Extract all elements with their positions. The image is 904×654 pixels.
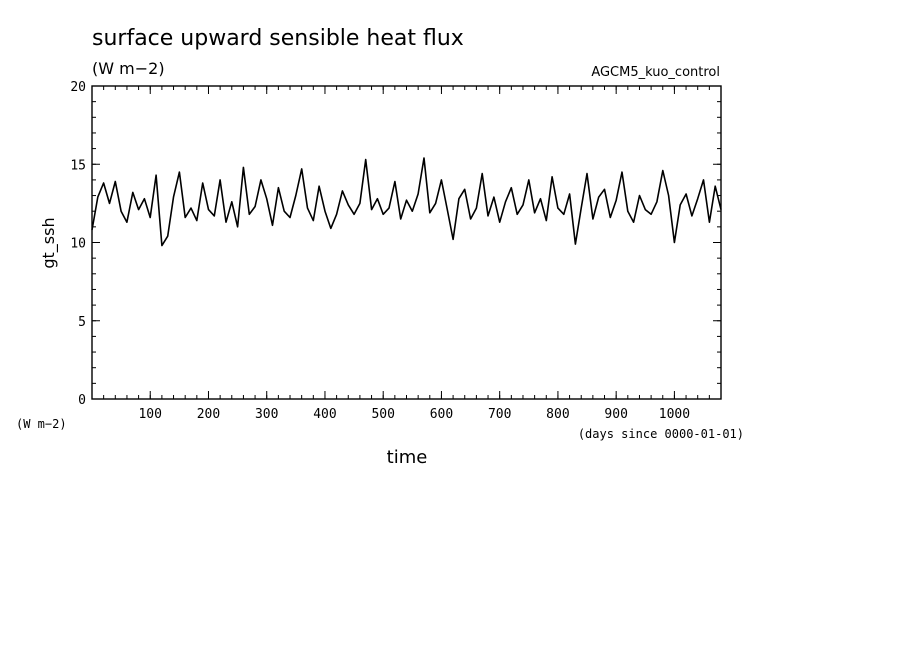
y-axis-label: gt_ssh: [39, 217, 59, 268]
y-tick-label: 15: [70, 158, 86, 173]
y-axis-units: (W m−2): [16, 417, 67, 431]
x-tick-label: 400: [313, 407, 336, 422]
y-tick-label: 5: [78, 315, 86, 330]
axis-ticks: [92, 85, 721, 400]
y-tick-label: 20: [70, 80, 86, 95]
x-tick-label: 1000: [659, 407, 690, 422]
axis-tick-labels: 100 200 300 400 500 600 700 800 900 1000 0 5 10 15 20: [70, 80, 690, 422]
x-tick-label: 300: [255, 407, 278, 422]
title-units: (W m−2): [92, 59, 165, 78]
series-line: [91, 157, 722, 247]
x-tick-label: 200: [197, 407, 220, 422]
x-tick-label: 900: [604, 407, 627, 422]
x-axis-units: (days since 0000-01-01): [578, 427, 744, 441]
x-tick-label: 800: [546, 407, 569, 422]
x-axis-label: time: [387, 447, 428, 468]
y-tick-label: 0: [78, 393, 86, 408]
y-tick-label: 10: [70, 237, 86, 252]
x-tick-label: 700: [488, 407, 511, 422]
plot-frame: [91, 85, 722, 400]
chart-title: surface upward sensible heat flux: [92, 26, 464, 51]
x-tick-label: 100: [138, 407, 161, 422]
x-tick-label: 600: [430, 407, 453, 422]
run-label: AGCM5_kuo_control: [591, 65, 720, 80]
x-tick-label: 500: [371, 407, 394, 422]
